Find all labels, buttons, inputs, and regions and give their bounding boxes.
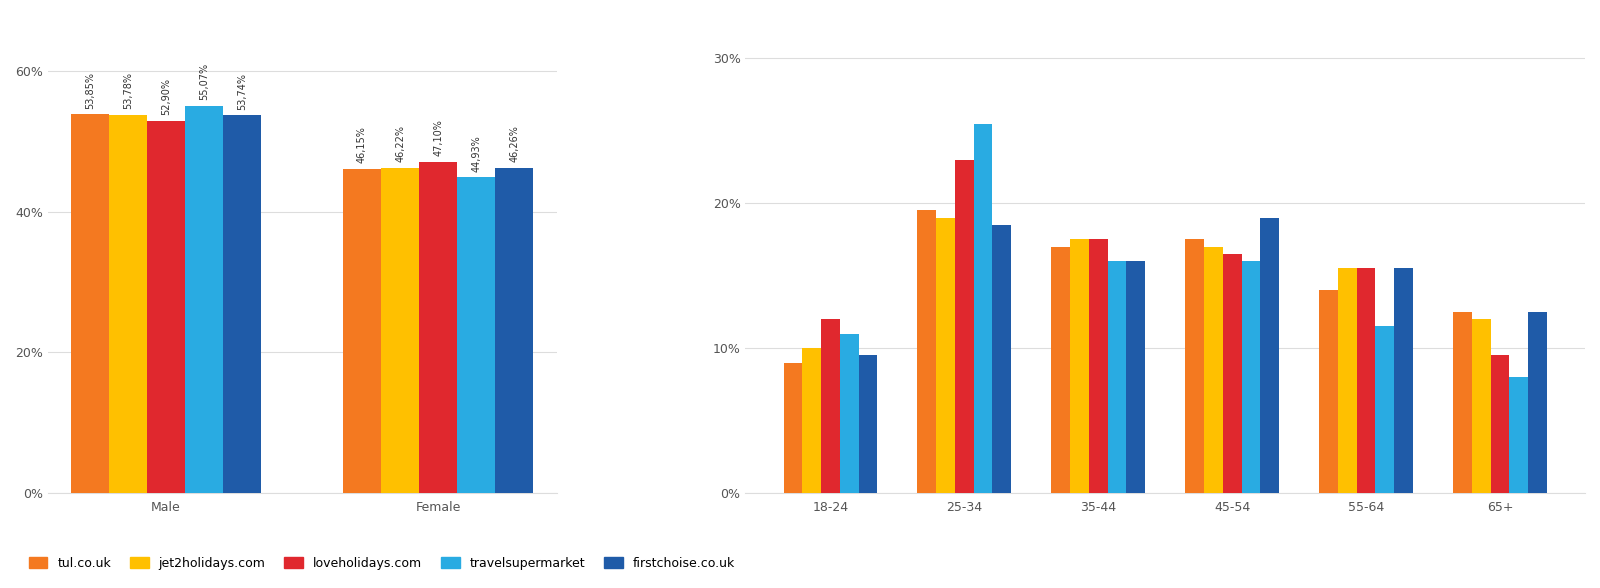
Bar — [419, 162, 458, 493]
Text: 55,07%: 55,07% — [200, 63, 210, 100]
Bar — [974, 123, 992, 493]
Text: 46,15%: 46,15% — [357, 126, 366, 163]
Bar — [955, 160, 974, 493]
Bar — [186, 106, 224, 493]
Bar — [992, 225, 1011, 493]
Bar — [381, 168, 419, 493]
Text: 53,78%: 53,78% — [123, 72, 133, 109]
Bar — [1472, 319, 1491, 493]
Bar — [1528, 312, 1547, 493]
Bar — [1453, 312, 1472, 493]
Text: 47,10%: 47,10% — [434, 119, 443, 156]
Bar — [802, 348, 821, 493]
Bar — [784, 363, 802, 493]
Text: 53,85%: 53,85% — [85, 72, 94, 109]
Bar — [109, 115, 147, 493]
Bar — [1070, 239, 1090, 493]
Bar — [917, 211, 936, 493]
Text: 46,22%: 46,22% — [395, 125, 405, 162]
Bar — [1376, 326, 1394, 493]
Bar — [1090, 239, 1107, 493]
Bar — [70, 115, 109, 493]
Bar — [1394, 268, 1413, 493]
Bar — [1126, 261, 1146, 493]
Bar — [1491, 355, 1509, 493]
Bar — [147, 121, 186, 493]
Bar — [1318, 290, 1338, 493]
Bar — [342, 169, 381, 493]
Bar — [1357, 268, 1376, 493]
Text: 52,90%: 52,90% — [162, 78, 171, 115]
Bar — [1107, 261, 1126, 493]
Bar — [1205, 247, 1222, 493]
Bar — [1051, 247, 1070, 493]
Bar — [458, 177, 496, 493]
Bar — [859, 355, 877, 493]
Bar — [1261, 218, 1278, 493]
Text: 44,93%: 44,93% — [472, 135, 482, 172]
Bar — [936, 218, 955, 493]
Legend: tul.co.uk, jet2holidays.com, loveholidays.com, travelsupermarket, firstchoise.co: tul.co.uk, jet2holidays.com, loveholiday… — [22, 550, 741, 576]
Bar — [1338, 268, 1357, 493]
Bar — [1509, 377, 1528, 493]
Bar — [1222, 254, 1242, 493]
Bar — [1186, 239, 1205, 493]
Bar — [1242, 261, 1261, 493]
Bar — [821, 319, 840, 493]
Text: 53,74%: 53,74% — [237, 72, 248, 109]
Bar — [496, 168, 533, 493]
Bar — [840, 333, 859, 493]
Bar — [224, 115, 261, 493]
Text: 46,26%: 46,26% — [509, 125, 520, 162]
